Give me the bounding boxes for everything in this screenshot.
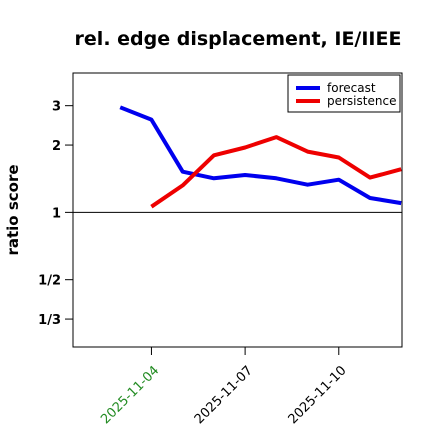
chart-title: rel. edge displacement, IE/IIEE bbox=[75, 28, 402, 50]
x-tick-label: 2025-11-04 bbox=[98, 363, 162, 427]
y-tick-label: 3 bbox=[52, 100, 61, 115]
series-line-persistence bbox=[150, 135, 402, 209]
y-tick-label: 2 bbox=[52, 139, 61, 154]
x-tick-label: 2025-11-10 bbox=[286, 363, 350, 427]
x-tick-label: 2025-11-07 bbox=[192, 363, 256, 427]
y-axis-label: ratio score bbox=[4, 164, 22, 255]
y-tick-label: 1/2 bbox=[38, 274, 61, 289]
legend-box bbox=[287, 74, 401, 113]
legend-label-forecast: forecast bbox=[327, 81, 376, 95]
plot-area bbox=[72, 72, 403, 348]
y-tick-label: 1/3 bbox=[38, 313, 61, 328]
y-axis: 3 2 1 1/2 1/3 bbox=[38, 100, 73, 328]
y-tick-label: 1 bbox=[52, 206, 61, 221]
x-axis: 2025-11-04 2025-11-07 2025-11-10 bbox=[98, 347, 350, 427]
series-line-forecast bbox=[119, 105, 402, 206]
legend-label-persistence: persistence bbox=[327, 94, 396, 108]
legend: forecast persistence bbox=[287, 74, 401, 113]
series-group bbox=[119, 105, 402, 209]
